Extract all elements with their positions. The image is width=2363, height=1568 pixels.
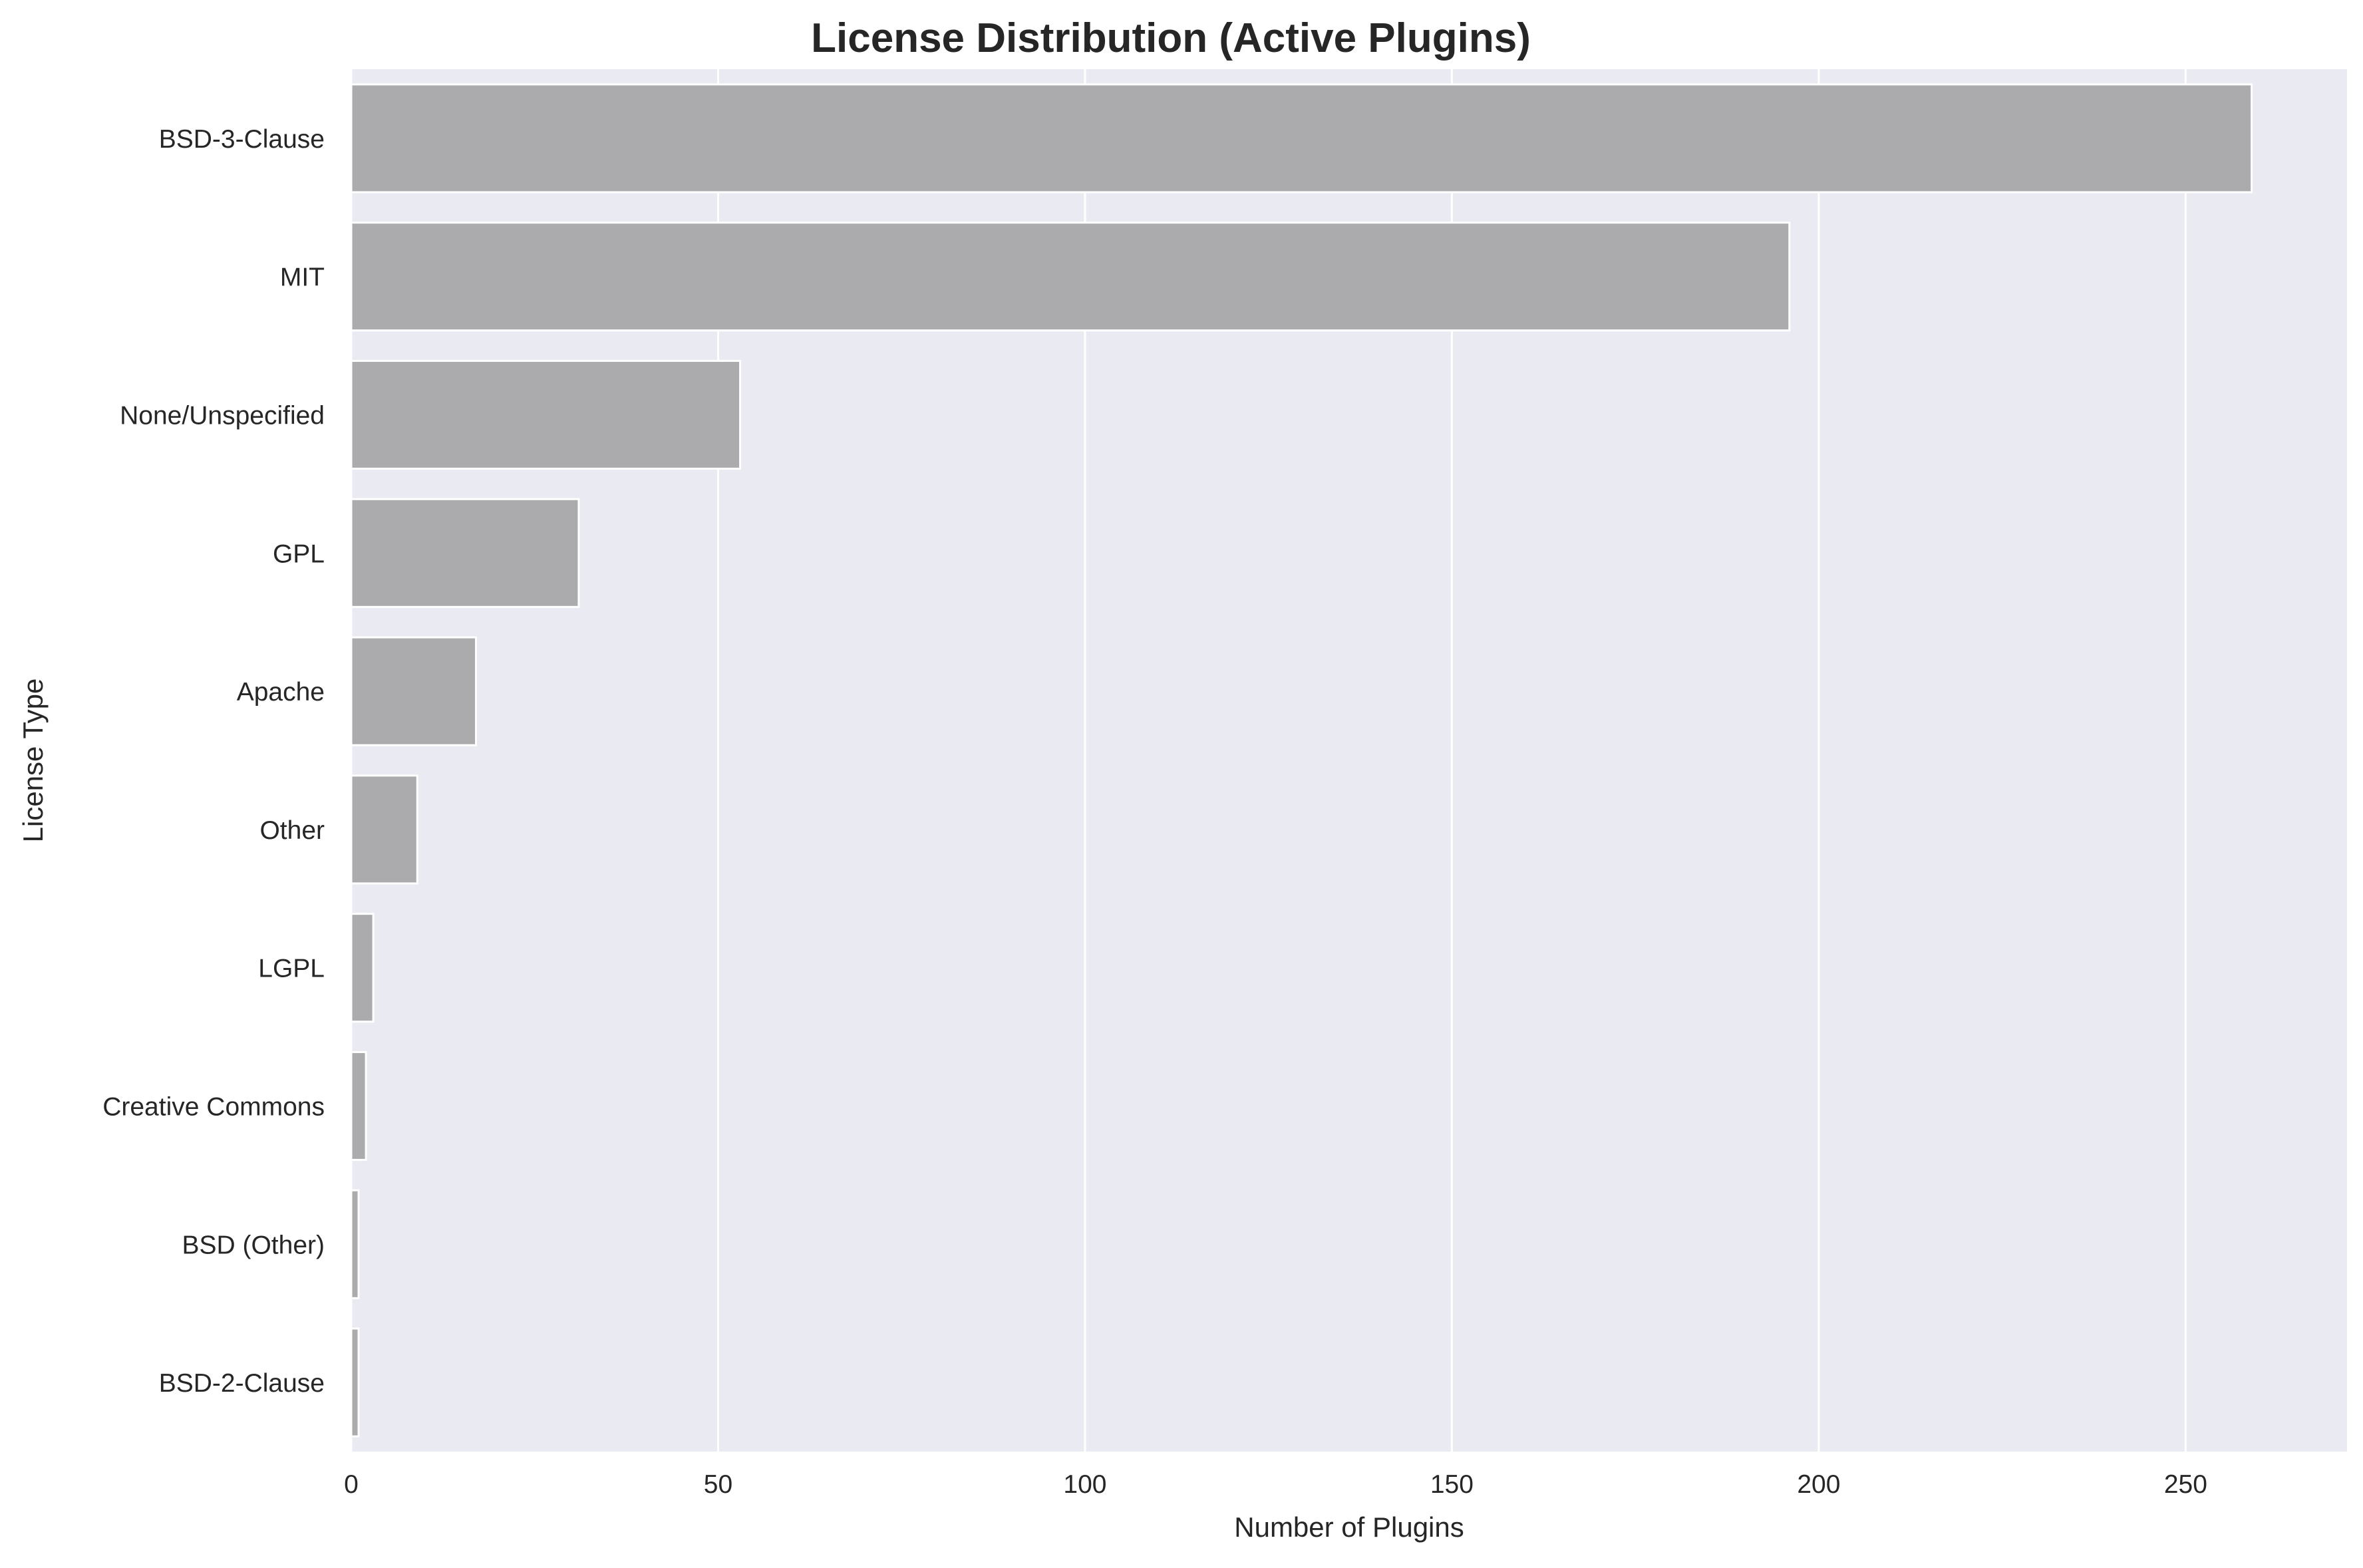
bar-9	[350, 1327, 360, 1438]
bar-4	[350, 636, 477, 746]
bar-1	[350, 222, 1791, 332]
bar-3	[350, 498, 580, 608]
chart-title: License Distribution (Active Plugins)	[811, 15, 1531, 61]
x-tick-label-4: 200	[1797, 1470, 1840, 1499]
x-tick-label-2: 100	[1063, 1470, 1106, 1499]
x-axis-label: Number of Plugins	[1234, 1511, 1464, 1543]
y-axis-label: License Type	[17, 679, 49, 843]
y-tick-label-2: None/Unspecified	[120, 402, 325, 430]
bars	[350, 83, 2253, 1438]
bar-2	[350, 359, 742, 470]
bar-0	[350, 83, 2253, 194]
y-tick-label-7: Creative Commons	[102, 1093, 325, 1122]
y-tick-label-4: Apache	[237, 678, 325, 706]
x-tick-label-0: 0	[344, 1470, 359, 1499]
y-tick-label-1: MIT	[280, 263, 325, 292]
bar-7	[350, 1050, 367, 1162]
bar-8	[350, 1189, 360, 1299]
y-tick-labels: BSD-3-Clause MIT None/Unspecified GPL Apache…	[102, 125, 325, 1398]
y-tick-label-9: BSD-2-Clause	[159, 1369, 325, 1398]
y-tick-label-3: GPL	[273, 540, 325, 568]
y-tick-label-5: Other	[259, 816, 325, 845]
x-tick-label-3: 150	[1430, 1470, 1474, 1499]
x-tick-labels: 0 50 100 150 200 250	[344, 1470, 2207, 1499]
y-tick-label-8: BSD (Other)	[182, 1231, 325, 1259]
y-tick-label-0: BSD-3-Clause	[159, 125, 325, 154]
bar-5	[350, 774, 418, 885]
bar-6	[350, 913, 375, 1023]
x-tick-label-1: 50	[704, 1470, 732, 1499]
x-tick-label-5: 250	[2164, 1470, 2207, 1499]
y-tick-label-6: LGPL	[258, 955, 325, 983]
